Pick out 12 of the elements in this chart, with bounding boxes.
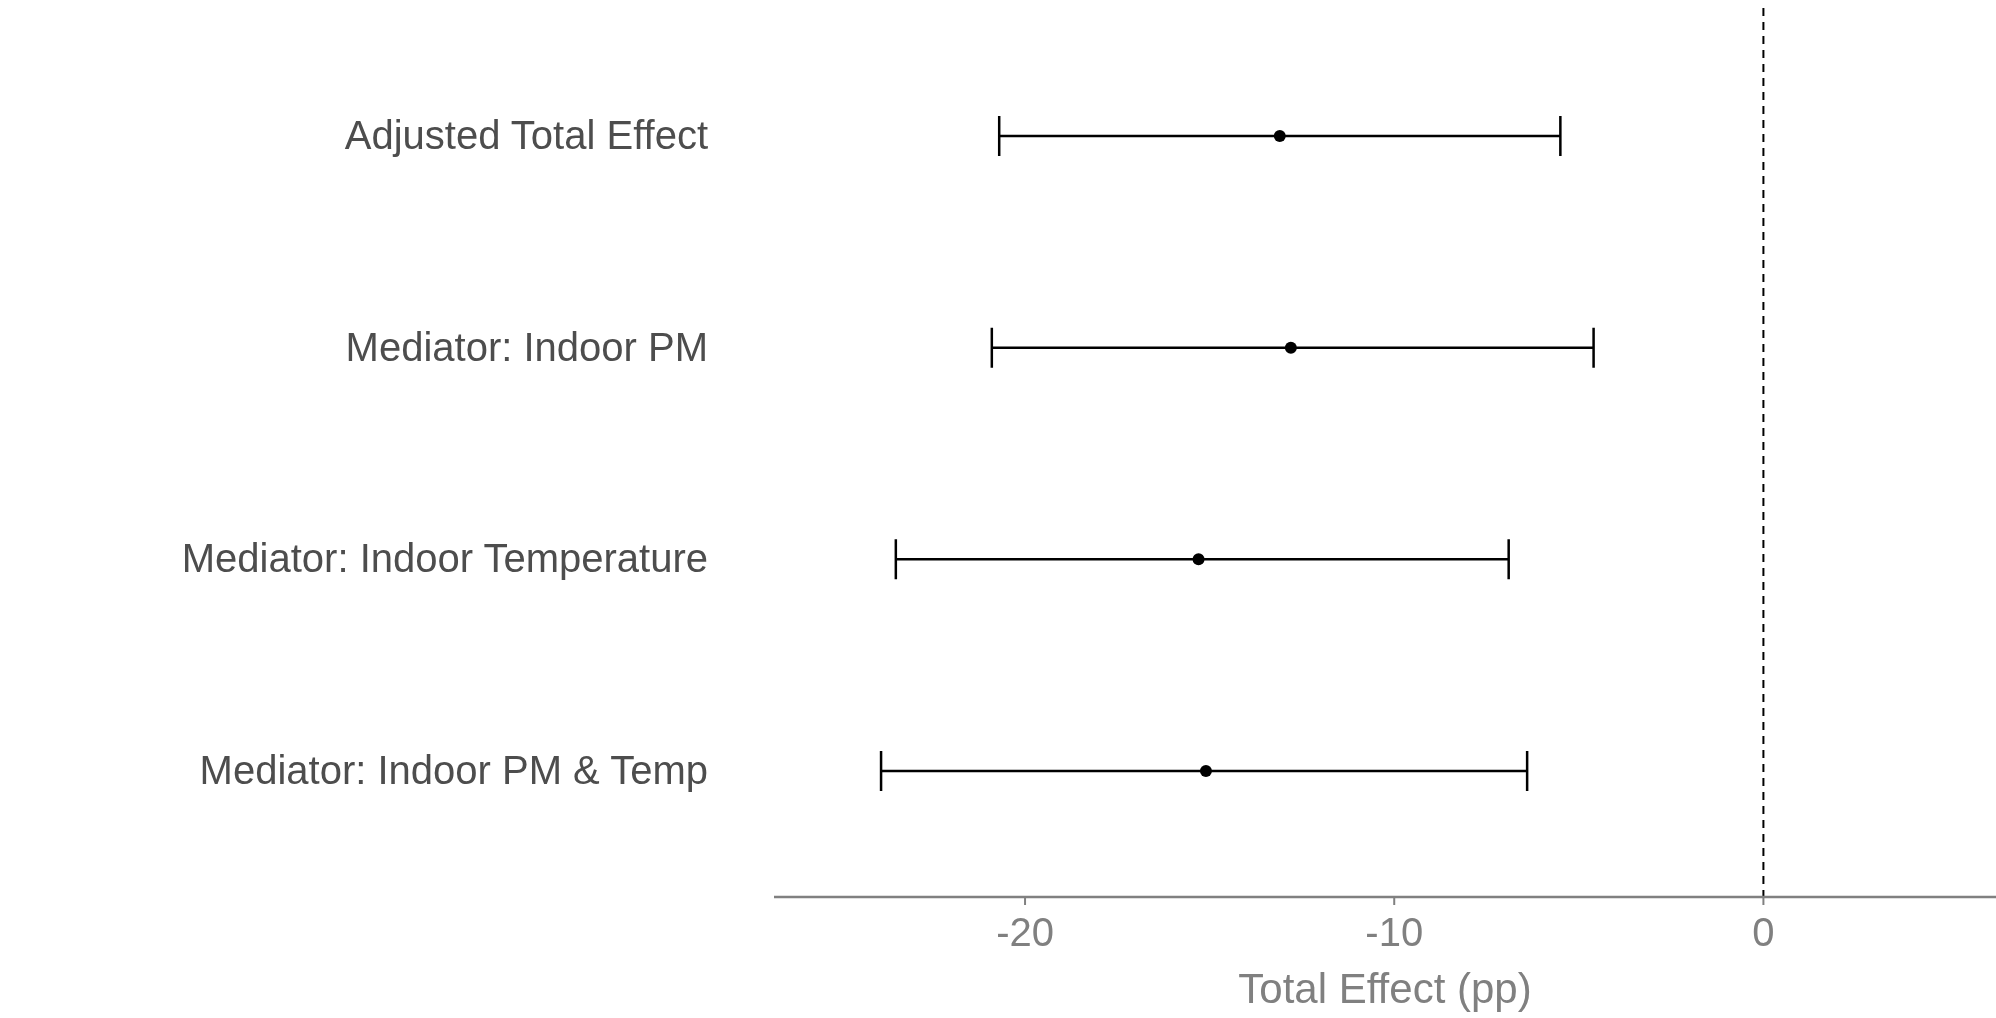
point bbox=[1192, 553, 1205, 566]
y-tick-label: Mediator: Indoor PM bbox=[345, 324, 708, 369]
x-axis-title: Total Effect (pp) bbox=[1238, 965, 1532, 1012]
y-tick-label: Mediator: Indoor Temperature bbox=[181, 536, 708, 581]
point bbox=[1199, 765, 1212, 777]
point bbox=[1284, 341, 1297, 354]
x-tick-label: -20 bbox=[996, 910, 1054, 954]
y-tick-label: Adjusted Total Effect bbox=[344, 113, 708, 157]
x-tick-label: -10 bbox=[1365, 910, 1424, 954]
point bbox=[1273, 130, 1286, 142]
x-tick-label: 0 bbox=[1752, 910, 1775, 954]
y-tick-label: Mediator: Indoor PM & Temp bbox=[199, 748, 708, 792]
